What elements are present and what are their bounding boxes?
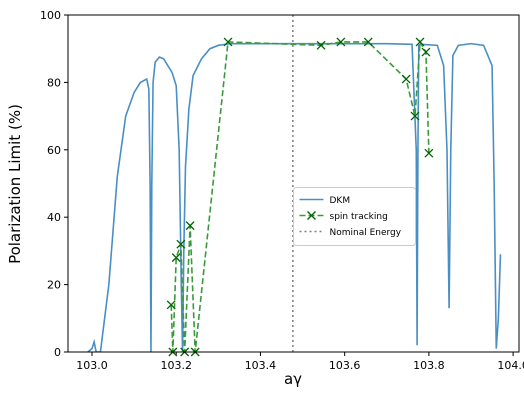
- legend-label: spin tracking: [330, 212, 388, 222]
- marker: [363, 37, 373, 47]
- marker: [176, 239, 186, 249]
- y-tick-label: 20: [47, 279, 61, 292]
- x-tick-label: 103.0: [76, 359, 108, 372]
- series-line: [170, 39, 430, 352]
- legend-label: Nominal Energy: [330, 228, 402, 238]
- plot-frame: [67, 14, 520, 353]
- marker: [171, 253, 181, 263]
- series-line: [87, 42, 502, 352]
- y-tick-label: 0: [54, 346, 61, 359]
- marker: [401, 74, 411, 84]
- x-tick-label: 103.6: [329, 359, 361, 372]
- marker: [415, 37, 425, 47]
- x-tick-label: 103.8: [413, 359, 445, 372]
- x-tick-label: 104.0: [497, 359, 524, 372]
- y-axis-label: Polarization Limit (%): [6, 104, 24, 264]
- y-tick-label: 60: [47, 144, 61, 157]
- y-tick-label: 80: [47, 76, 61, 89]
- y-tick-label: 40: [47, 211, 61, 224]
- legend-box: [293, 187, 416, 246]
- y-tick-label: 100: [40, 9, 61, 22]
- marker: [336, 37, 346, 47]
- marker: [410, 111, 420, 121]
- marker: [166, 300, 176, 310]
- legend-label: DKM: [330, 196, 351, 206]
- marker: [421, 47, 431, 57]
- x-axis-label: aγ: [284, 370, 302, 388]
- legend-marker: [307, 211, 316, 220]
- marker: [223, 37, 233, 47]
- x-tick-label: 103.2: [160, 359, 192, 372]
- marker: [316, 40, 326, 50]
- marker: [424, 148, 434, 158]
- marker: [185, 221, 195, 231]
- x-tick-label: 103.4: [245, 359, 277, 372]
